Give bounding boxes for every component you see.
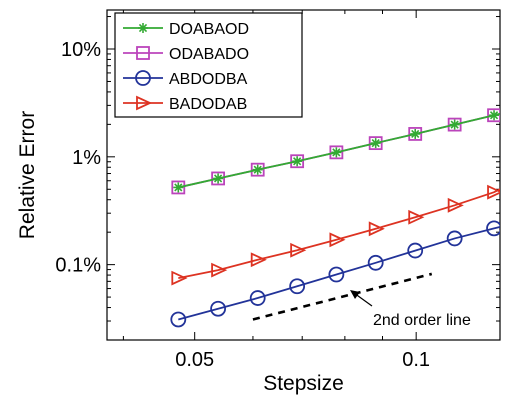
marker-asterisk (489, 110, 500, 121)
marker-asterisk (449, 119, 460, 130)
marker-triangle (408, 209, 425, 225)
marker-triangle (250, 252, 267, 268)
legend-label: BADODAB (169, 96, 247, 113)
marker-circle (135, 70, 151, 86)
marker-circle (249, 290, 266, 306)
marker-asterisk (331, 147, 342, 158)
marker-square (136, 46, 150, 60)
marker-triangle (368, 221, 385, 237)
marker-triangle (211, 262, 228, 278)
marker-triangle (329, 232, 346, 248)
legend-label: ABDODBA (169, 71, 248, 88)
marker-asterisk (252, 164, 263, 175)
y-tick-label: 10% (61, 39, 101, 61)
marker-circle (170, 311, 187, 328)
legend-entry-ABDODBA: ABDODBA (123, 70, 248, 88)
marker-stroke (293, 157, 302, 166)
marker-stroke (332, 148, 341, 157)
marker-stroke (489, 111, 499, 120)
marker-asterisk (138, 23, 148, 33)
marker-square (368, 136, 383, 151)
marker-stroke (411, 129, 420, 139)
marker-square (171, 180, 186, 195)
x-tick-label: 0.1 (402, 349, 430, 371)
axis-ticks: 0.1% 1% 10% 0.05 0.1 (55, 10, 500, 371)
series-line-ABDODBA (178, 226, 500, 321)
marker-square (290, 154, 305, 169)
legend: DOABAOD ODABADO ABDODBA BADODAB (114, 12, 303, 118)
series-ABDODBA (170, 220, 500, 328)
marker-square (487, 108, 500, 123)
marker-stroke (253, 165, 262, 174)
marker-asterisk (410, 128, 421, 139)
series-DOABAOD (173, 110, 500, 193)
x-tick-label: 0.05 (175, 349, 214, 371)
y-tick-label: 0.1% (55, 255, 101, 277)
marker-square (250, 162, 265, 177)
series-line-DOABAOD (178, 112, 500, 189)
marker-circle (367, 254, 384, 271)
marker-triangle (171, 270, 188, 286)
marker-asterisk (173, 182, 184, 193)
legend-entry-ODABADO: ODABADO (123, 46, 249, 63)
marker-triangle (136, 95, 153, 111)
reference-line-group: 2nd order line (252, 272, 471, 329)
series-BADODAB (171, 184, 500, 286)
reference-line (252, 272, 433, 321)
marker-asterisk (292, 156, 303, 167)
series-line-BADODAB (178, 188, 500, 279)
marker-asterisk (370, 138, 381, 149)
marker-circle (407, 242, 424, 259)
reference-line-label: 2nd order line (373, 312, 471, 329)
x-axis-title: Stepsize (263, 372, 344, 395)
legend-entry-DOABAOD: DOABAOD (123, 21, 249, 38)
marker-circle (210, 300, 226, 317)
series-line-ODABADO (178, 112, 500, 189)
marker-square (211, 171, 225, 186)
y-axis-title: Relative Error (16, 111, 39, 239)
marker-stroke (213, 174, 223, 183)
series-group (170, 108, 500, 328)
legend-label: ODABADO (169, 46, 249, 63)
marker-circle (486, 220, 500, 237)
legend-entry-BADODAB: BADODAB (123, 95, 247, 113)
marker-circle (289, 278, 306, 295)
marker-triangle (487, 184, 500, 200)
plot-frame (106, 9, 501, 341)
marker-stroke (138, 23, 148, 33)
marker-asterisk (213, 173, 224, 184)
marker-circle (328, 266, 345, 283)
marker-stroke (371, 139, 380, 148)
marker-triangle (447, 197, 464, 213)
y-tick-label: 1% (72, 147, 101, 169)
marker-square (447, 117, 462, 132)
marker-stroke (450, 120, 459, 129)
legend-label: DOABAOD (169, 21, 249, 38)
marker-circle (446, 230, 463, 247)
marker-stroke (174, 183, 183, 192)
marker-triangle (290, 242, 307, 258)
annotation-arrow-head (350, 290, 360, 299)
plot-area (106, 9, 501, 341)
marker-square (329, 145, 344, 160)
marker-square (408, 127, 423, 141)
